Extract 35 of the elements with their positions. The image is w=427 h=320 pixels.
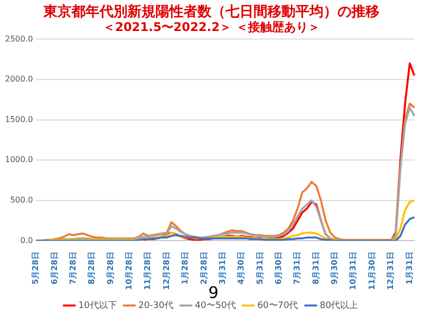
x-tick-label: 8月31日	[311, 252, 320, 284]
x-tick-label: 3月31日	[218, 252, 227, 284]
legend-label: 20-30代	[138, 300, 174, 311]
y-tick-label: 1500.0	[4, 114, 33, 124]
x-tick-label: 4月30日	[236, 252, 246, 284]
x-tick-label: 6月28日	[50, 252, 59, 284]
x-tick-label: 10月28日	[124, 252, 134, 290]
y-tick-label: 500.0	[10, 196, 33, 205]
x-tick-label: 12月28日	[162, 252, 171, 290]
y-tick-label: 0.0	[20, 236, 33, 245]
x-tick-label: 7月28日	[68, 252, 78, 284]
legend-label: 40〜50代	[194, 300, 236, 311]
x-tick-label: 9月28日	[106, 252, 115, 284]
x-tick-label: 11月30日	[367, 252, 376, 290]
x-tick-label: 2月28日	[199, 252, 208, 284]
x-tick-label: 8月28日	[87, 252, 96, 284]
x-tick-label: 1月31日	[404, 252, 414, 284]
x-tick-label: 11月28日	[143, 252, 152, 290]
x-tick-label: 6月30日	[274, 252, 283, 284]
x-tick-label: 12月31日	[386, 252, 396, 290]
y-tick-label: 1000.0	[4, 155, 33, 164]
x-tick-label: 7月31日	[292, 252, 302, 284]
legend-label: 80代以上	[320, 300, 358, 311]
legend-label: 60〜70代	[257, 300, 298, 311]
x-tick-label: 10月31日	[348, 252, 358, 290]
chart-title: 東京都年代別新規陽性者数（七日間移動平均）の推移	[42, 3, 380, 20]
x-tick-label: 5月28日	[31, 252, 40, 284]
x-tick-label: 1月28日	[180, 252, 190, 284]
text: 9	[208, 283, 219, 302]
y-tick-label: 2000.0	[4, 74, 33, 84]
x-tick-label: 9月30日	[330, 252, 340, 284]
y-tick-label: 2500.0	[4, 34, 33, 44]
chart-subtitle: ＜2021.5〜2022.2＞ ＜接触歴あり＞	[103, 20, 320, 34]
legend-label: 10代以下	[78, 300, 117, 311]
x-tick-label: 5月31日	[255, 252, 264, 284]
